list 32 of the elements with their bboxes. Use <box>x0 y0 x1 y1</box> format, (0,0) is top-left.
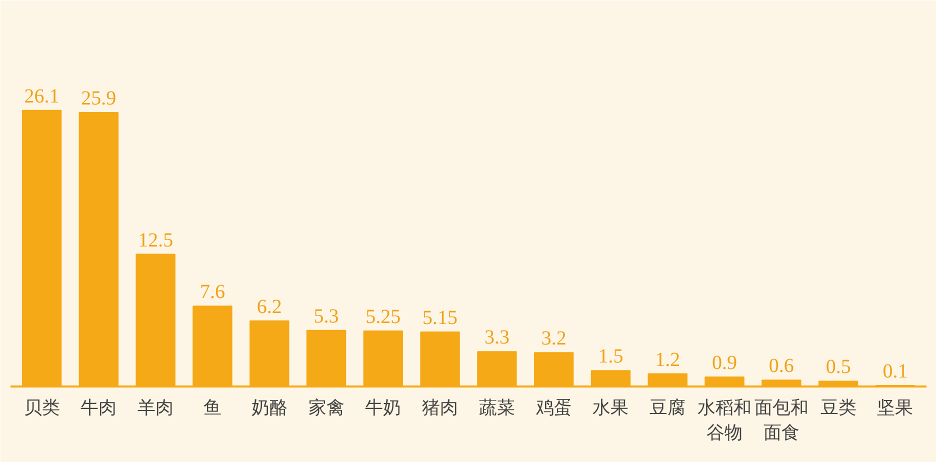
data-label: 26.1 <box>24 85 60 108</box>
data-label: 5.25 <box>366 306 401 328</box>
x-tick-label: 羊肉 <box>138 398 174 418</box>
data-label: 0.5 <box>826 356 851 378</box>
data-label: 25.9 <box>81 88 116 110</box>
x-tick-label: 家禽 <box>308 398 344 418</box>
data-label: 12.5 <box>138 229 174 252</box>
x-tick-label: 豆类 <box>820 398 856 418</box>
x-tick-label: 猪肉 <box>422 398 458 418</box>
x-tick-label: 鱼 <box>203 398 222 418</box>
x-tick-label: 牛奶 <box>365 398 402 418</box>
x-tick-label: 蔬菜 <box>478 398 515 418</box>
data-label: 5.15 <box>422 307 458 330</box>
x-tick-label: 奶酪 <box>251 398 288 418</box>
data-label: 1.5 <box>598 346 624 368</box>
data-label: 0.6 <box>768 355 794 378</box>
x-tick-label: 水稻和谷物 <box>698 398 752 444</box>
data-label: 0.1 <box>882 360 908 382</box>
x-tick-label: 鸡蛋 <box>534 398 572 418</box>
x-tick-label: 豆腐 <box>650 398 686 418</box>
data-label: 3.3 <box>484 326 510 349</box>
data-label: 5.3 <box>314 305 339 328</box>
data-label: 6.2 <box>256 296 282 318</box>
x-tick-label: 面包和面食 <box>754 398 808 444</box>
x-tick-label: 坚果 <box>877 398 914 418</box>
x-tick-label: 贝类 <box>24 398 60 418</box>
data-label: 7.6 <box>200 281 225 304</box>
x-tick-label: 牛肉 <box>80 398 117 418</box>
data-label: 0.9 <box>712 352 738 374</box>
data-label: 3.2 <box>541 328 566 350</box>
data-label: 1.2 <box>655 348 680 371</box>
x-tick-label: 水果 <box>592 398 629 418</box>
